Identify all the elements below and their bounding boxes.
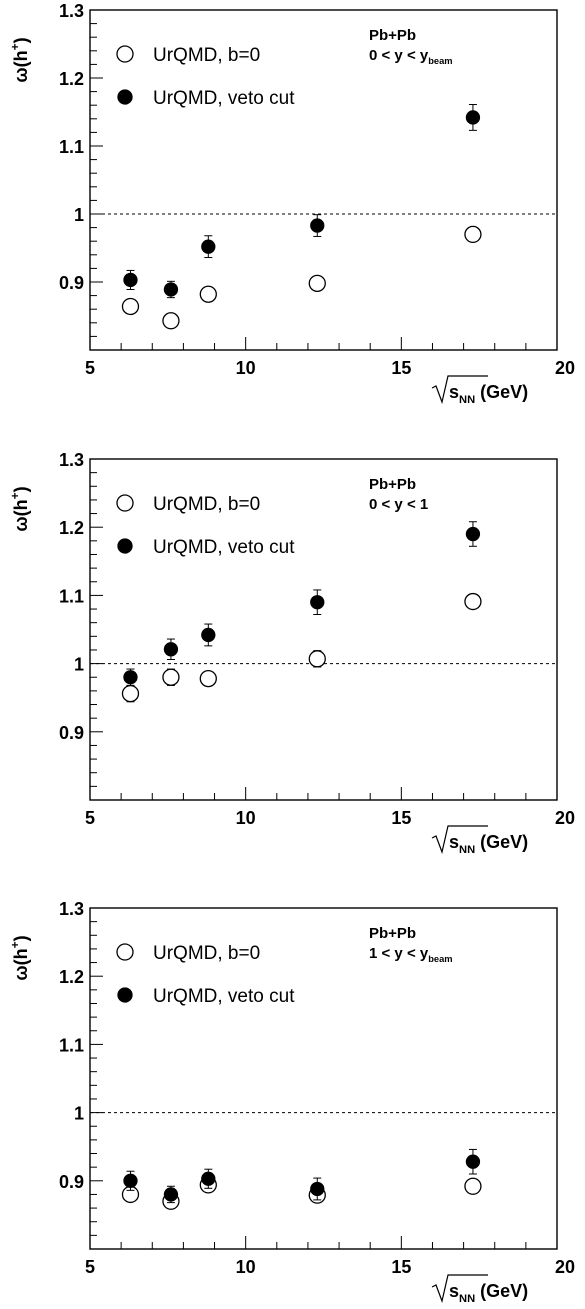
data-point [121,297,140,316]
annotation-system: Pb+Pb [369,925,416,942]
data-point [162,312,180,330]
sqrt-radical [431,375,488,405]
data-point [465,110,481,125]
data-point [201,239,216,254]
legend-marker [116,494,134,512]
data-point [123,670,138,685]
annotation-rapidity: 0 < y < 1 [369,496,428,513]
chart-panel-3: 0.9 1 1.1 1.2 1.3 5 10 15 20 sNN (GeV) ω(h+) Pb+Pb 1… [8,899,575,1305]
data-point [464,225,482,244]
plot-frame [89,458,558,801]
legend: UrQMD, b=0 UrQMD, veto cut [116,45,295,109]
data-point [308,274,326,293]
data-point [465,526,481,542]
series-1 [121,225,482,330]
y-axis-label: ω(h+) [8,935,31,980]
series-1 [121,592,482,703]
y-tick-label: 1.1 [59,137,84,157]
data-point [310,595,325,610]
y-tick-label: 1.1 [59,1035,84,1055]
legend-marker [116,943,134,961]
legend: UrQMD, b=0 UrQMD, veto cut [116,943,295,1007]
legend-marker [116,45,134,63]
plot-frame [89,9,558,351]
sqrt-radical [431,825,488,855]
data-point [464,592,482,611]
data-point [199,285,217,303]
x-tick-label: 20 [555,808,575,828]
x-axis-label: sNN (GeV) [431,825,528,856]
data-point [201,1171,216,1186]
data-point [162,668,180,686]
data-point [465,1154,481,1169]
x-axis-label-text: sNN (GeV) [449,832,528,856]
y-tick-label: 1.2 [59,518,84,538]
x-axis-label-text: sNN (GeV) [449,1281,528,1305]
data-point [121,684,140,703]
series-2 [123,521,481,686]
data-point [123,1173,138,1188]
plot-frame [89,907,558,1250]
y-axis-label: ω(h+) [8,37,31,82]
x-tick-label: 20 [555,358,575,378]
legend-label: UrQMD, veto cut [153,986,295,1007]
y-tick-label: 1.3 [59,899,84,919]
sqrt-radical [431,1274,488,1304]
x-axis-label: sNN (GeV) [431,375,528,406]
legend: UrQMD, b=0 UrQMD, veto cut [116,494,295,558]
legend-label: UrQMD, b=0 [153,943,260,964]
legend-marker [117,89,133,105]
chart-panel-1: 0.9 1 1.1 1.2 1.3 5 10 15 20 sNN (GeV) ω(h+) Pb+Pb 0… [8,1,575,406]
x-tick-label: 5 [85,1257,95,1277]
annotation-rapidity: 1 < y < ybeam [369,945,453,964]
annotation-rapidity: 0 < y < ybeam [369,47,453,66]
legend-label: UrQMD, veto cut [153,537,295,558]
y-tick-label: 0.9 [59,1172,84,1192]
series-2 [123,1148,481,1204]
x-axis-label: sNN (GeV) [431,1274,528,1305]
x-tick-label: 10 [236,358,256,378]
y-tick-label: 1 [74,655,84,675]
annotation-system: Pb+Pb [369,476,416,493]
y-tick-label: 0.9 [59,273,84,293]
legend-label: UrQMD, veto cut [153,88,295,109]
chart-panel-2: 0.9 1 1.1 1.2 1.3 5 10 15 20 sNN (GeV) ω(h+) Pb+Pb 0… [8,450,575,856]
y-tick-label: 1 [74,1104,84,1124]
x-tick-label: 10 [236,808,256,828]
data-point [310,218,325,233]
data-point [199,669,217,688]
data-point [464,1177,482,1195]
legend-marker [117,538,133,554]
data-point [123,272,138,288]
legend-label: UrQMD, b=0 [153,494,260,515]
y-tick-label: 0.9 [59,723,84,743]
x-tick-label: 15 [391,358,411,378]
legend-marker [117,987,133,1003]
data-point [163,282,179,297]
y-tick-label: 1.1 [59,586,84,606]
x-tick-label: 5 [85,808,95,828]
y-tick-label: 1.2 [59,967,84,987]
x-tick-label: 15 [391,808,411,828]
y-tick-label: 1 [74,205,84,225]
legend-label: UrQMD, b=0 [153,45,260,66]
data-point [163,642,179,657]
x-tick-label: 5 [85,358,95,378]
y-tick-label: 1.3 [59,450,84,470]
annotation-system: Pb+Pb [369,27,416,44]
data-point [310,1181,325,1197]
series-2 [123,104,481,299]
y-tick-label: 1.2 [59,69,84,89]
data-point [308,650,326,668]
x-axis-label-text: sNN (GeV) [449,382,528,406]
data-point [163,1187,179,1202]
y-axis-label: ω(h+) [8,486,31,531]
x-tick-label: 15 [391,1257,411,1277]
data-point [201,627,216,643]
y-tick-label: 1.3 [59,1,84,21]
x-tick-label: 10 [236,1257,256,1277]
x-tick-label: 20 [555,1257,575,1277]
